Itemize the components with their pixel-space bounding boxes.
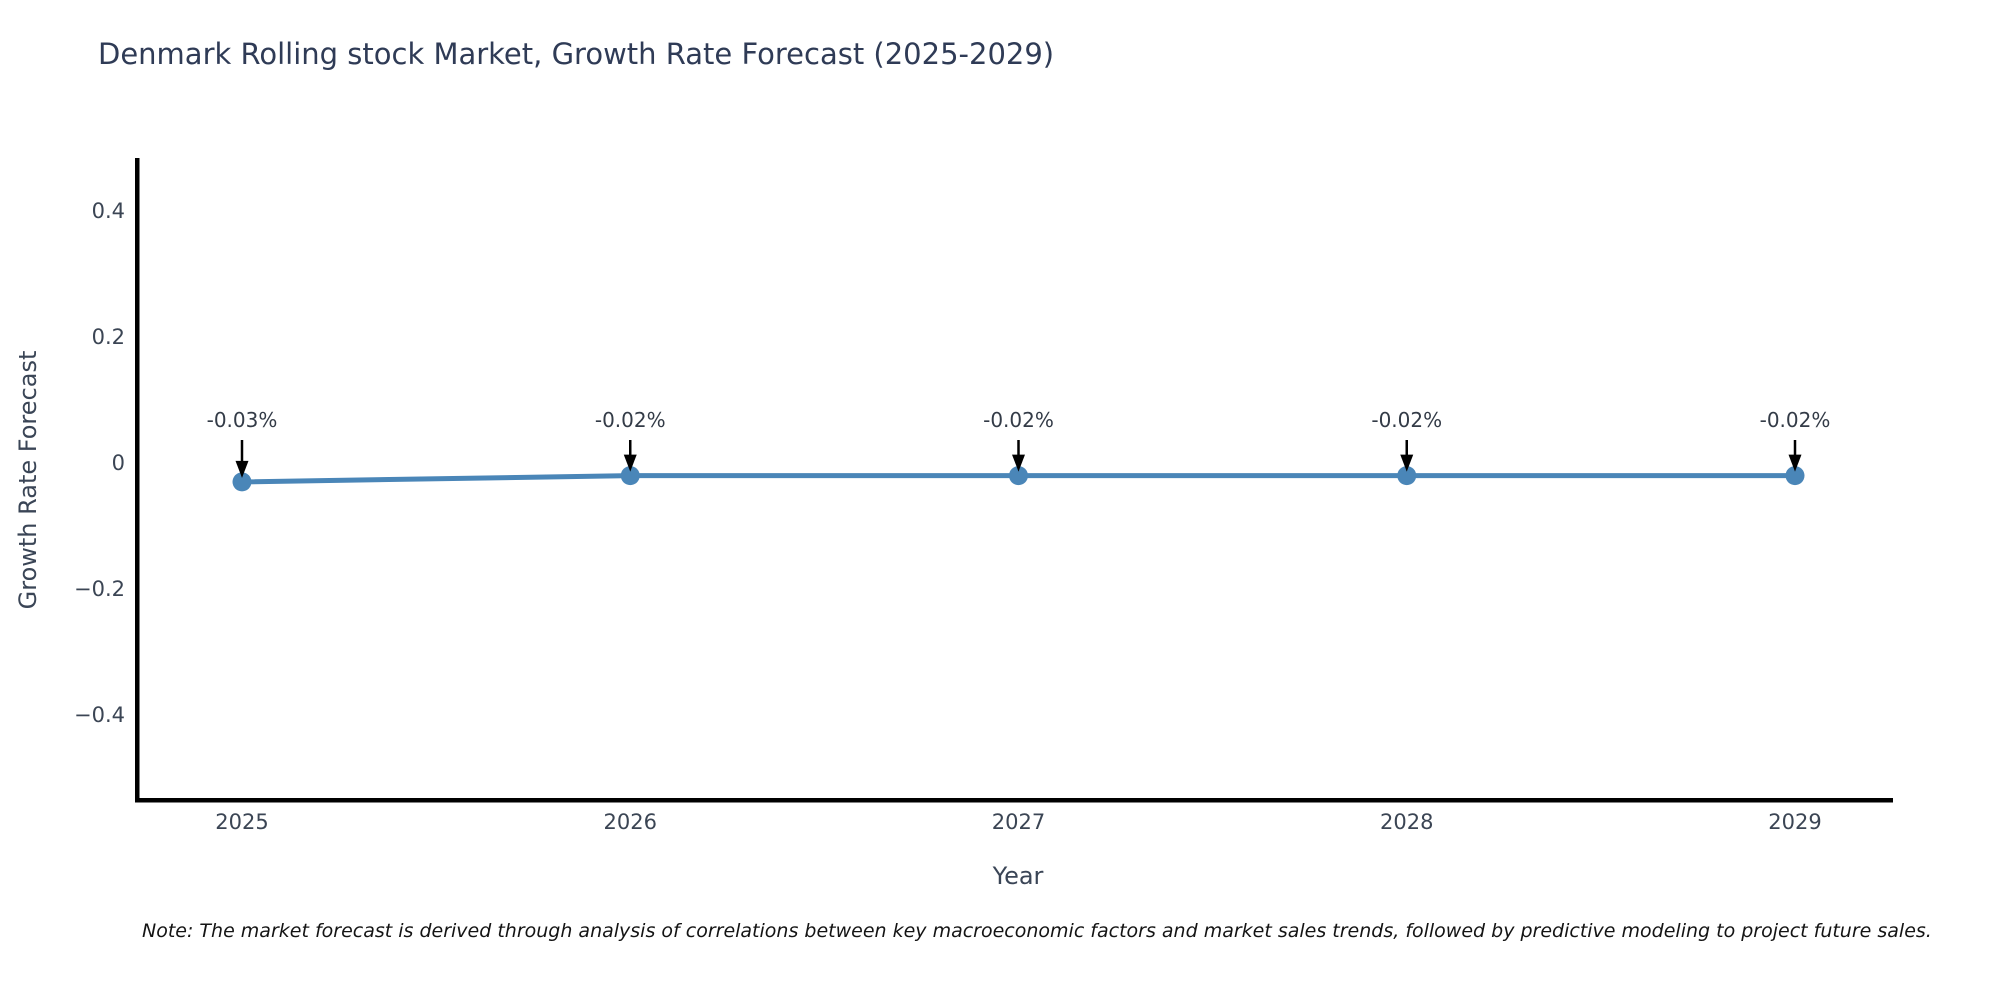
x-tick-label: 2029: [1768, 810, 1822, 834]
chart-title: Denmark Rolling stock Market, Growth Rat…: [98, 37, 1055, 71]
annotation-arrowhead: [1400, 454, 1414, 472]
point-annotation: -0.02%: [1759, 408, 1831, 432]
y-axis-spine: [135, 158, 140, 803]
annotation-arrowhead: [1788, 454, 1802, 472]
x-tick-label: 2026: [603, 810, 657, 834]
y-tick-label: 0: [111, 451, 125, 475]
y-tick-label: 0.4: [91, 199, 125, 223]
x-tick-label: 2028: [1380, 810, 1434, 834]
y-tick-label: −0.4: [74, 703, 125, 727]
x-tick-label: 2025: [215, 810, 269, 834]
point-annotation: -0.02%: [1371, 408, 1443, 432]
data-point-marker: [1785, 466, 1805, 486]
data-point-marker: [232, 472, 252, 492]
point-annotation: -0.03%: [206, 408, 278, 432]
annotation-arrowhead: [1012, 454, 1025, 472]
y-tick-label: −0.2: [74, 577, 125, 601]
data-point-marker: [1009, 466, 1028, 486]
x-axis-spine: [135, 798, 1893, 803]
data-point-marker: [620, 466, 640, 486]
x-axis-label: Year: [992, 862, 1044, 890]
annotation-arrowhead: [623, 454, 637, 472]
point-annotation: -0.02%: [594, 408, 666, 432]
data-point-marker: [1397, 466, 1417, 486]
footnote: Note: The market forecast is derived thr…: [142, 920, 1932, 942]
point-annotation: -0.02%: [983, 408, 1054, 432]
annotation-arrowhead: [235, 460, 249, 478]
x-tick-label: 2027: [991, 810, 1046, 834]
y-tick-label: 0.2: [91, 325, 125, 349]
